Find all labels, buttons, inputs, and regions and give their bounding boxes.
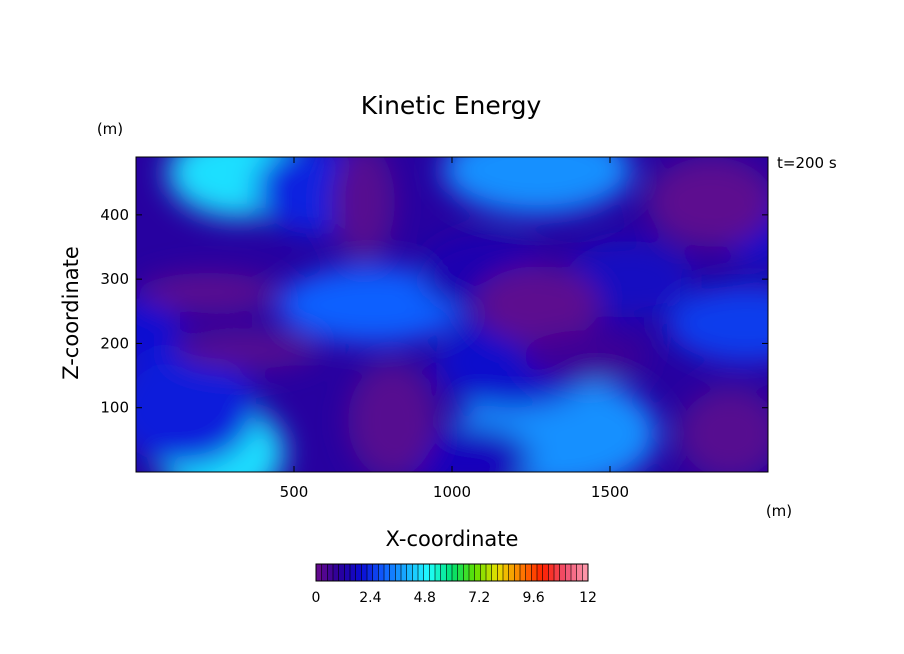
colorbar-swatch [514, 564, 521, 581]
heatmap-feature [136, 349, 257, 466]
colorbar-swatch [423, 564, 430, 581]
colorbar-swatch [520, 564, 527, 581]
heatmap-feature [679, 388, 768, 472]
colorbar-swatch [401, 564, 408, 581]
colorbar-swatch [321, 564, 328, 581]
colorbar-swatch [497, 564, 504, 581]
x-tick-label: 500 [280, 483, 309, 501]
colorbar-swatch [531, 564, 538, 581]
y-tick-label: 300 [100, 270, 129, 288]
colorbar-swatch [559, 564, 566, 581]
heatmap-feature [474, 266, 601, 344]
colorbar-swatch [503, 564, 510, 581]
colorbar-swatch [418, 564, 425, 581]
heatmap-feature [136, 298, 181, 363]
heatmap-feature [666, 285, 768, 363]
colorbar-swatch [480, 564, 487, 581]
colorbar-swatch [452, 564, 459, 581]
colorbar-tick-label: 12 [579, 590, 597, 606]
colorbar-swatch [463, 564, 470, 581]
y-axis-label: Z-coordinate [59, 246, 83, 380]
colorbar-swatch [571, 564, 578, 581]
colorbar-swatch [446, 564, 453, 581]
heatmap-feature [521, 330, 648, 382]
x-tick-label: 1000 [433, 483, 471, 501]
colorbar: 0 2.4 4.8 7.2 9.6 12 [312, 563, 597, 606]
colorbar-swatch [361, 564, 368, 581]
colorbar-swatch [469, 564, 476, 581]
colorbar-swatch [576, 564, 583, 581]
heatmap-feature [442, 157, 633, 215]
colorbar-tick-label: 4.8 [414, 590, 436, 606]
heatmap-feature [331, 157, 396, 260]
colorbar-swatch [582, 564, 589, 581]
colorbar-swatch [491, 564, 498, 581]
colorbar-swatch [389, 564, 396, 581]
heatmap-plot-area [136, 157, 768, 472]
colorbar-tick-label: 7.2 [468, 590, 490, 606]
y-tick-label: 400 [100, 206, 129, 224]
chart-title: Kinetic Energy [361, 91, 542, 120]
colorbar-frame [315, 563, 589, 582]
colorbar-swatch [316, 564, 323, 581]
colorbar-swatch [384, 564, 391, 581]
x-tick-label: 1500 [591, 483, 629, 501]
colorbar-swatch [367, 564, 374, 581]
heatmap-feature [139, 272, 279, 312]
colorbar-swatch [333, 564, 340, 581]
heatmap-feature [278, 266, 468, 344]
colorbar-swatch [457, 564, 464, 581]
x-axis: 500 1000 1500 [280, 157, 629, 501]
colorbar-tick-label: 2.4 [359, 590, 381, 606]
heatmap-feature [647, 157, 768, 247]
colorbar-swatch [338, 564, 345, 581]
colorbar-swatch [537, 564, 544, 581]
colorbar-swatch [548, 564, 555, 581]
colorbar-swatch [554, 564, 561, 581]
heatmap-feature [173, 330, 320, 370]
colorbar-swatch [435, 564, 442, 581]
y-tick-label: 100 [100, 399, 129, 417]
colorbar-swatch [542, 564, 549, 581]
colorbar-swatch [406, 564, 413, 581]
colorbar-swatch [440, 564, 447, 581]
y-unit-label: (m) [97, 120, 123, 138]
time-label: t=200 s [777, 154, 837, 172]
colorbar-swatch [486, 564, 493, 581]
colorbar-swatch [355, 564, 362, 581]
y-axis: 100 200 300 400 [100, 206, 768, 417]
colorbar-swatch [372, 564, 379, 581]
colorbar-swatch [378, 564, 385, 581]
colorbar-swatch [350, 564, 357, 581]
x-axis-label: X-coordinate [386, 527, 519, 551]
colorbar-swatch [395, 564, 402, 581]
colorbar-swatch [412, 564, 419, 581]
colorbar-swatch [565, 564, 572, 581]
colorbar-tick-label: 0 [312, 590, 321, 606]
heatmap-feature [347, 362, 437, 472]
colorbar-swatch [474, 564, 481, 581]
x-unit-label: (m) [766, 502, 792, 520]
colorbar-swatch [327, 564, 334, 581]
colorbar-swatch [508, 564, 515, 581]
colorbar-swatch [344, 564, 351, 581]
y-tick-label: 200 [100, 334, 129, 352]
heatmap-feature [404, 427, 531, 472]
colorbar-swatch [525, 564, 532, 581]
colorbar-swatch [429, 564, 436, 581]
colorbar-tick-label: 9.6 [522, 590, 544, 606]
